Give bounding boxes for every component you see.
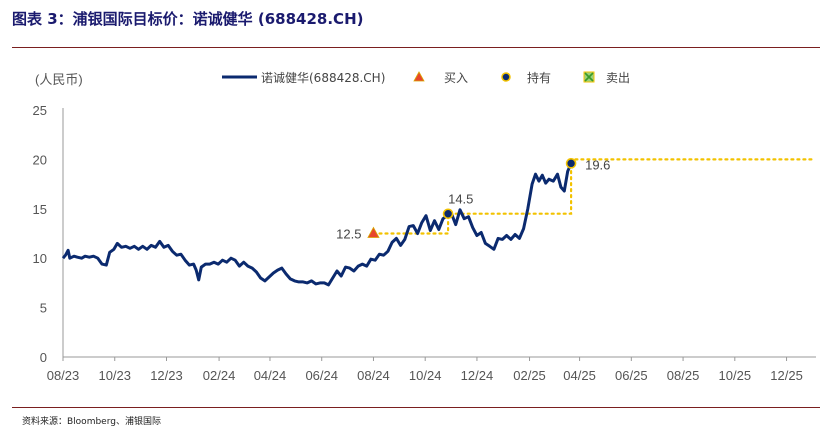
- x-tick-label: 10/24: [409, 368, 442, 383]
- rating-markers: 12.5 14.5 19.6: [336, 157, 610, 241]
- price-series: [61, 162, 573, 287]
- x-tick-label: 08/24: [357, 368, 390, 383]
- y-tick-label: 15: [33, 202, 47, 217]
- x-tick-label: 08/25: [667, 368, 700, 383]
- hold-target-label: 19.6: [585, 157, 610, 172]
- target-price-steps: [372, 158, 814, 235]
- buy-target-label: 12.5: [336, 227, 361, 242]
- hold-target-label: 14.5: [448, 192, 473, 207]
- x-tick-label: 04/25: [563, 368, 596, 383]
- y-tick-label: 25: [33, 103, 47, 118]
- x-tick-label: 10/23: [98, 368, 131, 383]
- legend-buy-icon: [413, 71, 425, 82]
- x-tick-label: 02/25: [513, 368, 546, 383]
- legend-price-label: 诺诚健华(688428.CH): [261, 71, 385, 85]
- y-tick-label: 10: [33, 251, 47, 266]
- x-tick-label: 06/24: [305, 368, 338, 383]
- legend-buy-label: 买入: [444, 71, 468, 85]
- x-tick-label: 04/24: [254, 368, 287, 383]
- figure-title: 图表 3：浦银国际目标价：诺诚健华 (688428.CH): [12, 10, 364, 28]
- legend-hold-icon: [501, 72, 511, 82]
- source-note: 资料来源：Bloomberg、浦银国际: [22, 417, 161, 427]
- top-rule: [12, 47, 820, 48]
- buy-marker: [367, 226, 380, 238]
- hold-marker: [565, 158, 577, 169]
- x-tick-label: 02/24: [203, 368, 236, 383]
- y-tick-label: 5: [40, 301, 47, 316]
- chart-axes: (人民币) 0 5 10 15 20 25 08/23 10/23 12/23 02/24 04/24…: [33, 72, 816, 383]
- x-tick-label: 12/25: [770, 368, 803, 383]
- bottom-rule: [12, 407, 820, 408]
- x-tick-label: 06/25: [615, 368, 648, 383]
- x-tick-label: 10/25: [719, 368, 752, 383]
- x-tick-label: 12/23: [150, 368, 183, 383]
- y-axis-label: (人民币): [35, 72, 83, 87]
- y-tick-label: 0: [40, 350, 47, 365]
- hold-marker: [442, 208, 454, 220]
- legend-hold-label: 持有: [527, 70, 551, 85]
- target-price-line: [372, 158, 814, 235]
- x-tick-label: 08/23: [47, 368, 80, 383]
- x-tick-label: 12/24: [461, 368, 494, 383]
- legend-sell-cross: [584, 72, 594, 82]
- price-line: [61, 162, 573, 287]
- y-tick-label: 20: [33, 152, 47, 167]
- chart-legend: 诺诚健华(688428.CH) 买入 持有 卖出: [222, 70, 630, 85]
- legend-sell-label: 卖出: [606, 71, 630, 85]
